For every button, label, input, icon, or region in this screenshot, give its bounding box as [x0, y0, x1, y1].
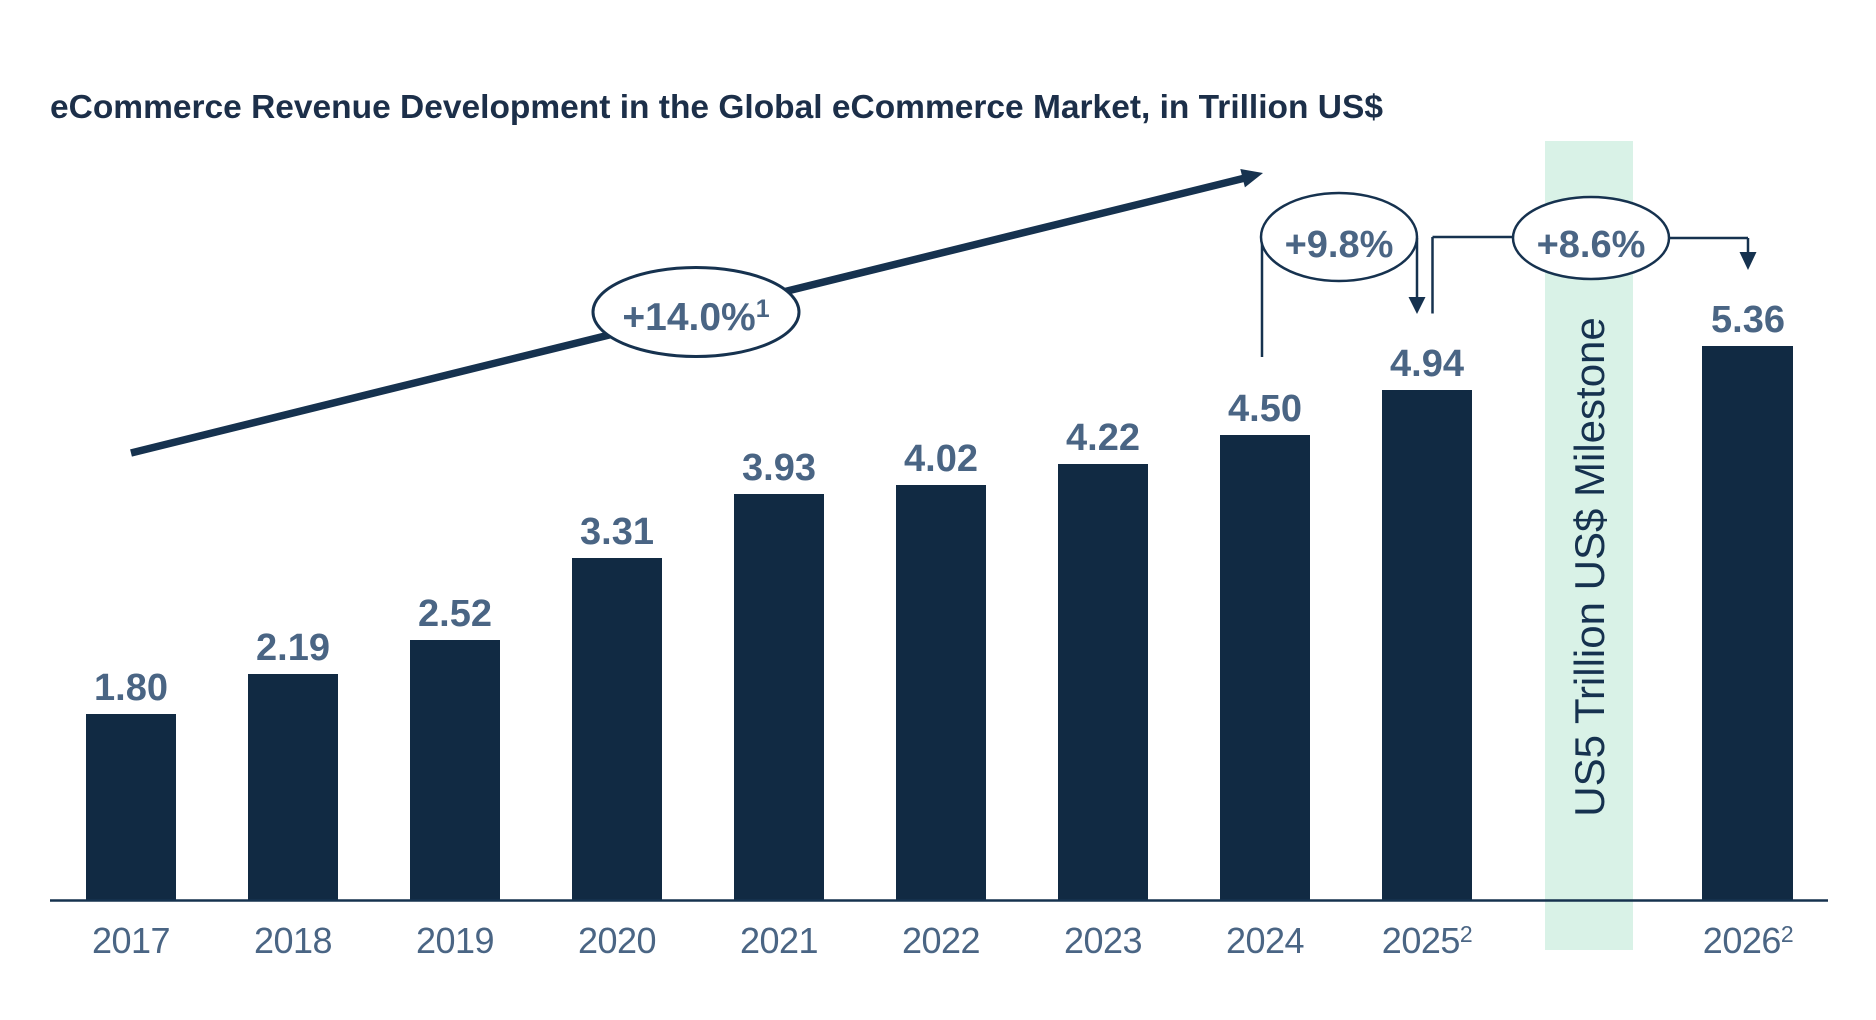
svg-text:4.02: 4.02 [904, 438, 978, 480]
svg-text:eCommerce Revenue Development: eCommerce Revenue Development in the Glo… [50, 89, 1383, 126]
svg-text:3.93: 3.93 [742, 447, 816, 489]
svg-text:5.36: 5.36 [1711, 299, 1785, 341]
svg-text:2017: 2017 [92, 920, 170, 961]
svg-text:20262: 20262 [1703, 920, 1793, 961]
svg-text:+8.6%: +8.6% [1537, 224, 1646, 266]
svg-text:+14.0%1: +14.0%1 [622, 295, 769, 339]
svg-text:2.52: 2.52 [418, 593, 492, 635]
svg-text:US5 Trillion US$ Milestone: US5 Trillion US$ Milestone [1566, 317, 1613, 817]
svg-text:3.31: 3.31 [580, 511, 654, 553]
svg-text:4.94: 4.94 [1390, 343, 1464, 385]
svg-text:20252: 20252 [1382, 920, 1472, 961]
svg-text:2024: 2024 [1226, 920, 1304, 961]
svg-text:2023: 2023 [1064, 920, 1142, 961]
svg-text:4.22: 4.22 [1066, 417, 1140, 459]
svg-text:2018: 2018 [254, 920, 332, 961]
svg-text:2022: 2022 [902, 920, 980, 961]
svg-text:4.50: 4.50 [1228, 388, 1302, 430]
svg-text:2019: 2019 [416, 920, 494, 961]
svg-text:+9.8%: +9.8% [1285, 224, 1394, 266]
svg-text:2.19: 2.19 [256, 627, 330, 669]
svg-text:2021: 2021 [740, 920, 818, 961]
svg-text:2020: 2020 [578, 920, 656, 961]
svg-text:1.80: 1.80 [94, 667, 168, 709]
